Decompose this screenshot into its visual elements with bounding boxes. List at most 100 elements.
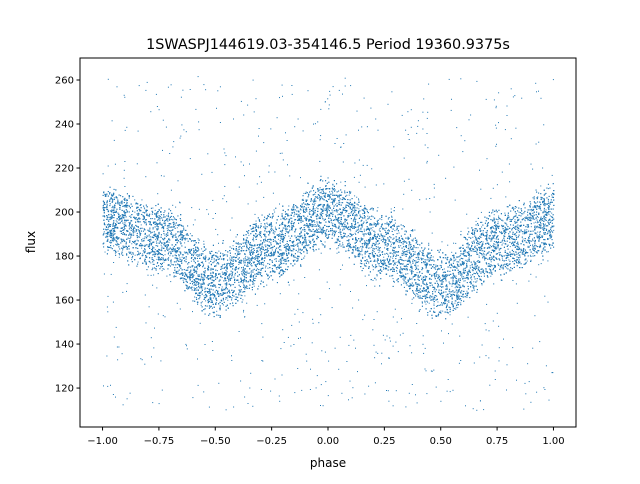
data-point [401, 263, 403, 265]
data-point [166, 240, 168, 242]
data-point [417, 258, 419, 260]
data-point [399, 271, 401, 273]
data-point [424, 300, 426, 302]
data-point [319, 200, 321, 202]
data-point [400, 270, 402, 272]
data-point [216, 310, 218, 312]
data-point [144, 208, 146, 210]
data-point [463, 276, 465, 278]
data-point [141, 227, 143, 229]
data-point [203, 263, 205, 265]
data-point [406, 269, 408, 271]
data-point [363, 228, 365, 230]
data-point [170, 259, 172, 261]
data-point [519, 256, 521, 258]
data-point [204, 288, 206, 290]
data-point [418, 272, 420, 274]
data-point [277, 238, 279, 240]
data-point [417, 277, 419, 279]
data-point [243, 262, 245, 264]
data-point [516, 206, 518, 208]
data-point [344, 224, 346, 226]
data-point [418, 295, 420, 297]
data-point [236, 251, 238, 253]
data-point [530, 226, 532, 228]
data-point [469, 265, 471, 267]
data-point [322, 204, 324, 206]
data-point [166, 215, 168, 217]
data-point [377, 243, 379, 245]
data-point [500, 265, 502, 267]
data-point [464, 271, 466, 273]
data-point [459, 285, 461, 287]
data-point [339, 200, 341, 202]
data-point [273, 209, 275, 211]
data-point [348, 194, 350, 196]
data-point [351, 246, 353, 248]
data-point [514, 239, 516, 241]
data-point [269, 247, 271, 249]
data-point [369, 247, 371, 249]
data-point [358, 208, 360, 210]
data-point [267, 223, 269, 225]
data-point [403, 275, 405, 277]
data-point [330, 222, 332, 224]
data-point [484, 259, 486, 261]
data-point [546, 211, 548, 213]
data-point [439, 264, 441, 266]
data-point [252, 261, 254, 263]
data-point [368, 247, 370, 249]
data-point [144, 259, 146, 261]
data-point [387, 238, 389, 240]
data-point [476, 265, 478, 267]
data-point [342, 228, 344, 230]
data-point [462, 247, 464, 249]
data-point [478, 268, 480, 270]
data-point [187, 287, 189, 289]
data-point [455, 258, 457, 260]
data-point [274, 211, 276, 213]
data-point [155, 223, 157, 225]
data-point [490, 261, 492, 263]
data-point [280, 249, 282, 251]
data-point [534, 218, 536, 220]
data-point [341, 198, 343, 200]
data-point [372, 216, 374, 218]
data-point [547, 251, 549, 253]
data-point [497, 221, 499, 223]
data-point [184, 272, 186, 274]
data-point [324, 196, 326, 198]
data-point [229, 291, 231, 293]
data-point [386, 245, 388, 247]
data-point [193, 284, 195, 286]
data-point [543, 203, 545, 205]
data-point [518, 251, 520, 253]
data-point [530, 240, 532, 242]
data-point [218, 250, 220, 252]
data-point [192, 276, 194, 278]
data-point [298, 247, 300, 249]
data-point [517, 247, 519, 249]
data-point [499, 251, 501, 253]
data-point [371, 246, 373, 248]
data-point [386, 221, 388, 223]
data-point [394, 222, 396, 224]
data-point [168, 241, 170, 243]
data-point [122, 249, 124, 251]
data-point [368, 261, 370, 263]
data-point [478, 256, 480, 258]
data-point [412, 291, 414, 293]
data-point [399, 269, 401, 271]
data-point [318, 190, 320, 192]
data-point [428, 302, 430, 304]
data-point [531, 210, 533, 212]
data-point [407, 251, 409, 253]
data-point [514, 241, 516, 243]
data-point [264, 241, 266, 243]
data-point [410, 264, 412, 266]
data-point [160, 244, 162, 246]
data-point [152, 263, 154, 265]
data-point [429, 297, 431, 299]
data-point [215, 274, 217, 276]
data-point [524, 217, 526, 219]
